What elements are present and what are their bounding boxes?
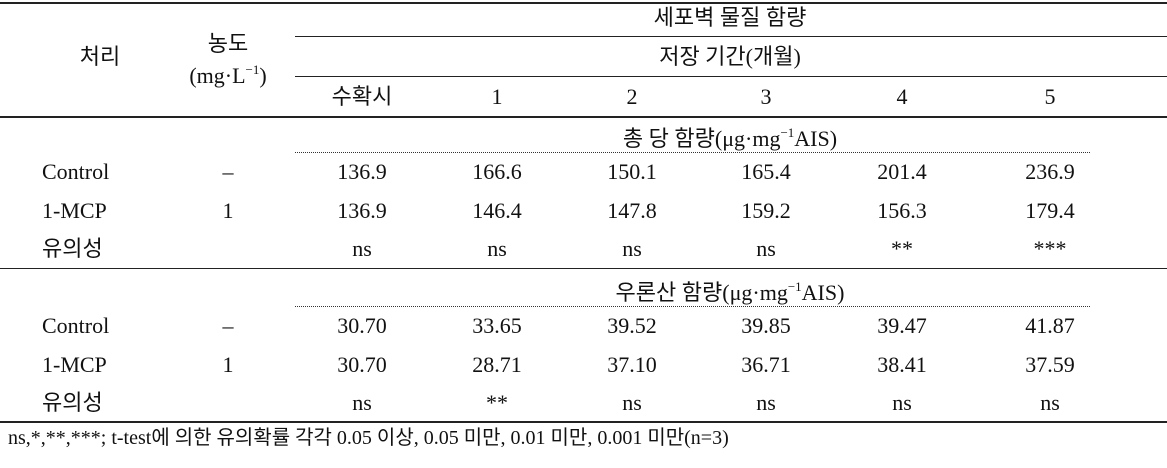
cell-value: 146.4 [472, 197, 522, 223]
row-treatment: 1-MCP [42, 351, 107, 377]
row-treatment: 1-MCP [42, 197, 107, 223]
row-concentration: – [222, 313, 234, 338]
cell-value: 159.2 [741, 197, 791, 223]
cell-value: 179.4 [1025, 197, 1075, 223]
cell-value: 33.65 [472, 313, 522, 338]
row-concentration: 1 [222, 197, 234, 223]
period-header: 수확시 [331, 84, 393, 109]
cell-value: 201.4 [877, 159, 927, 184]
cell-value: ns [892, 390, 912, 415]
text-part: AIS) [801, 280, 845, 305]
period-header: 4 [896, 84, 908, 109]
superscript: −1 [780, 125, 795, 140]
cell-value: ns [1040, 390, 1060, 415]
row-treatment: 유의성 [42, 236, 103, 261]
cell-value: 30.70 [337, 351, 387, 377]
row-concentration: 1 [222, 351, 234, 377]
cell-value: 39.85 [741, 313, 791, 338]
dotted-rule [295, 306, 1090, 307]
cell-value: ** [891, 236, 913, 261]
cell-value: 37.59 [1025, 351, 1075, 377]
header-concentration: 농도 [207, 31, 249, 56]
period-header: 3 [760, 84, 772, 109]
cell-value: 41.87 [1025, 313, 1075, 338]
rule [0, 2, 1167, 4]
header-group: 세포벽 물질 함량 [653, 5, 807, 30]
cell-value: ** [486, 390, 508, 415]
cell-value: 37.10 [607, 351, 657, 377]
cell-value: 165.4 [741, 159, 791, 184]
period-header: 1 [491, 84, 503, 109]
rule [0, 268, 1167, 269]
cell-value: 39.47 [877, 313, 927, 338]
rule [295, 36, 1167, 37]
text-part: AIS) [794, 126, 838, 151]
period-header: 5 [1044, 84, 1056, 109]
cell-value: 147.8 [607, 197, 657, 223]
rule [0, 116, 1167, 118]
row-concentration: – [222, 159, 234, 184]
superscript: −1 [787, 279, 802, 294]
text-part: 총 당 함량(μg·mg [622, 126, 781, 151]
row-treatment: Control [42, 159, 110, 184]
section-title: 총 당 함량(μg·mg−1AIS) [623, 121, 837, 151]
text-part: ) [259, 63, 267, 88]
header-period: 저장 기간(개월) [659, 44, 801, 69]
dotted-rule [295, 152, 1090, 153]
cell-value: *** [1033, 236, 1067, 261]
cell-value: 150.1 [607, 159, 657, 184]
cell-value: 30.70 [337, 313, 387, 338]
text-part: (mg·L [189, 63, 246, 88]
row-treatment: Control [42, 313, 110, 338]
text-part: 우론산 함량(μg·mg [615, 280, 788, 305]
cell-value: ns [352, 236, 372, 261]
cell-value: 38.41 [877, 351, 927, 377]
cell-value: ns [756, 390, 776, 415]
rule [295, 76, 1167, 77]
section-title: 우론산 함량(μg·mg−1AIS) [616, 275, 845, 305]
cell-value: 36.71 [741, 351, 791, 377]
cell-value: 156.3 [877, 197, 927, 223]
rule [0, 421, 1167, 423]
cell-value: 136.9 [337, 159, 387, 184]
cell-value: ns [622, 390, 642, 415]
header-treatment: 처리 [79, 44, 121, 69]
cell-value: ns [352, 390, 372, 415]
cell-value: ns [487, 236, 507, 261]
row-treatment: 유의성 [42, 390, 103, 415]
cell-value: 39.52 [607, 313, 657, 338]
cell-value: 136.9 [337, 197, 387, 223]
header-unit: (mg·L−1) [189, 58, 266, 88]
superscript: −1 [245, 62, 260, 77]
cell-value: 166.6 [472, 159, 522, 184]
cell-value: 236.9 [1025, 159, 1075, 184]
footnote: ns,*,**,***; t-test에 의한 유의확률 각각 0.05 이상,… [8, 427, 729, 449]
cell-value: ns [756, 236, 776, 261]
period-header: 2 [626, 84, 638, 109]
cell-value: ns [622, 236, 642, 261]
cell-value: 28.71 [472, 351, 522, 377]
